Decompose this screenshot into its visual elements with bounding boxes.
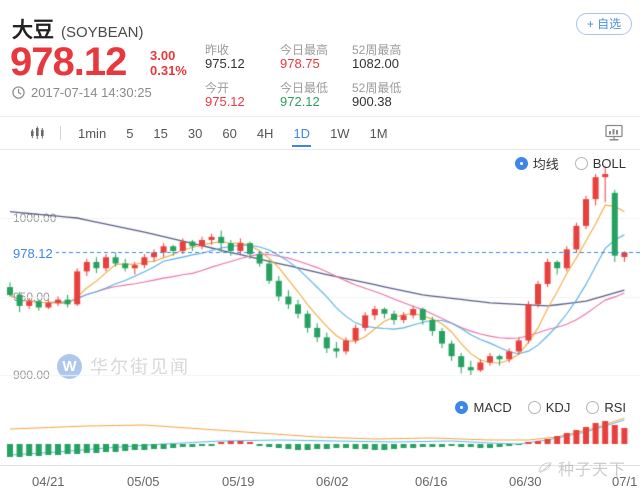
seed-logo-icon [538,462,552,474]
change-percent: 0.31% [150,63,187,78]
x-label-0421: 04/21 [32,474,65,489]
overlay-option-boll[interactable]: BOLL [574,156,626,171]
indicator-option-rsi[interactable]: RSI [586,400,626,415]
indicator-rsi-label: RSI [604,400,626,415]
chart-type-icon[interactable] [30,126,48,141]
day-low-value: 972.12 [280,94,320,109]
timeframe-4h[interactable]: 4H [256,126,274,141]
open-label: 今开 [205,81,230,95]
x-label-0630: 06/30 [509,474,542,489]
wk52-low-label: 52周最低 [352,81,402,95]
indicator-selector: MACD KDJ RSI [455,400,626,415]
symbol-row: 大豆 (SOYBEAN) [12,14,144,44]
radio-on-icon [514,157,528,170]
prev-close-label: 昨收 [205,43,230,57]
overlay-selector: 均线 BOLL [514,154,626,173]
wk52-low-value: 900.38 [352,94,392,109]
day-high-value: 978.75 [280,56,320,71]
x-label-0602: 06/02 [316,474,349,489]
symbol-ticker: (SOYBEAN) [61,24,144,41]
overlay-ma-label: 均线 [532,157,559,172]
chart-section: 1000.00 950.00 900.00 W 华尔街见闻 978.12 均线 … [0,150,640,503]
quote-timestamp: 2017-07-14 14:30:25 [31,85,152,100]
timeframe-60[interactable]: 60 [222,126,237,141]
x-axis-divider [0,465,640,466]
timeframe-1d-active[interactable]: 1D [290,120,313,147]
timeframe-1w[interactable]: 1W [330,126,350,141]
add-watchlist-button[interactable]: + 自选 [576,13,632,35]
open-value: 975.12 [205,94,245,109]
timeframe-1m[interactable]: 1M [369,126,388,141]
overlay-boll-label: BOLL [592,156,626,171]
fullscreen-monitor-icon[interactable] [604,124,624,147]
last-price: 978.12 [10,40,127,84]
x-label-0519: 05/19 [222,474,255,489]
chart-overlay-layer: 978.12 均线 BOLL MACD KDJ RSI [0,150,640,503]
timeframe-toolbar: 1min 5 15 30 60 4H 1D 1W 1M [0,116,640,150]
quote-header: 大豆 (SOYBEAN) 978.12 3.00 0.31% 2017-07-1… [0,0,640,116]
radio-off-icon [574,157,588,170]
price-chart-canvas[interactable] [0,150,640,466]
radio-off-icon [527,401,541,414]
overlay-option-ma[interactable]: 均线 [514,154,559,173]
change-absolute: 3.00 [150,48,176,63]
day-low-label: 今日最低 [280,81,329,95]
symbol-name: 大豆 [12,19,54,42]
clock-icon [12,86,25,99]
wk52-high-label: 52周最高 [352,43,402,57]
indicator-macd-label: MACD [473,400,512,415]
timeframe-30[interactable]: 30 [187,126,203,141]
indicator-kdj-label: KDJ [545,400,571,415]
seed-watermark-text: 种子天下 [558,462,627,479]
timeframe-5[interactable]: 5 [126,126,134,141]
current-price-tag: 978.12 [13,246,56,261]
timeframe-15[interactable]: 15 [153,126,168,141]
prev-close-value: 975.12 [205,56,245,71]
radio-on-icon [455,401,469,414]
radio-off-icon [586,401,600,414]
price-change: 3.00 0.31% [150,48,187,78]
seed-watermark: 种子天下 [536,456,626,480]
x-label-0714: 07/1 [612,474,638,489]
x-label-0505: 05/05 [127,474,160,489]
toolbar-divider [60,126,61,140]
indicator-option-macd[interactable]: MACD [455,400,512,415]
wk52-high-value: 1082.00 [352,56,399,71]
day-high-label: 今日最高 [280,43,329,57]
timeframe-1min[interactable]: 1min [78,126,107,141]
timestamp-row: 2017-07-14 14:30:25 [12,85,152,100]
indicator-option-kdj[interactable]: KDJ [527,400,571,415]
x-label-0616: 06/16 [415,474,448,489]
